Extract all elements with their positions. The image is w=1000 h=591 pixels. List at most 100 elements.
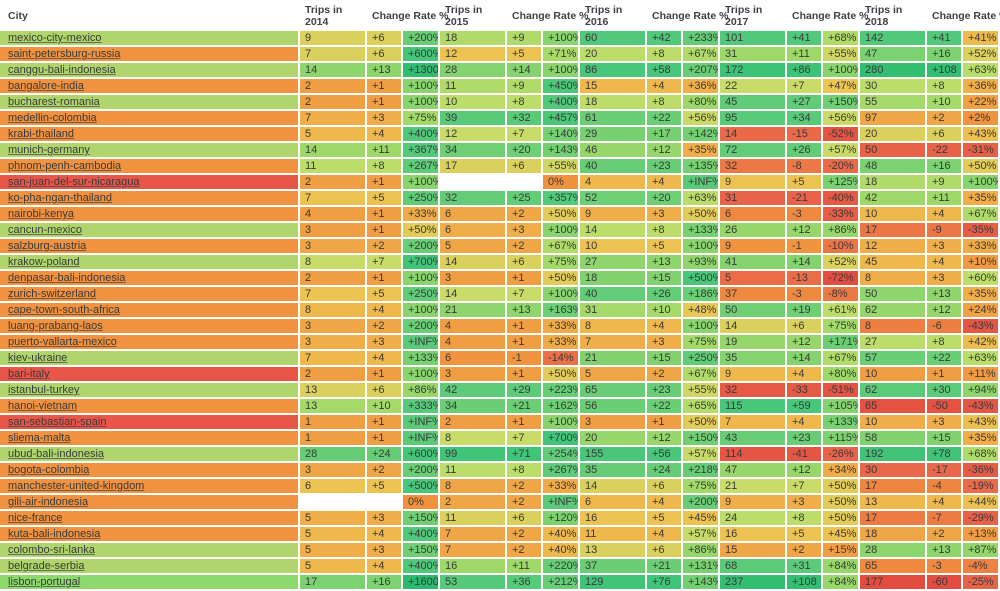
city-link[interactable]: istanbul-turkey [8, 384, 80, 396]
city-link[interactable]: bangalore-india [8, 80, 84, 92]
trips-2015-cell: 8 [440, 431, 507, 447]
trips-2018-cell: 48 [860, 159, 927, 175]
city-link[interactable]: munich-germany [8, 144, 90, 156]
city-link[interactable]: ubud-bali-indonesia [8, 448, 105, 460]
change-rate-2017-cell: +45% [823, 527, 860, 543]
trips-2016-cell: 21 [580, 351, 647, 367]
trips-2017-cell: 5 [720, 271, 787, 287]
city-link[interactable]: bari-italy [8, 368, 50, 380]
change-rate-2015-cell: +223% [543, 383, 580, 399]
trips-2016-cell: 6 [580, 495, 647, 511]
city-link[interactable]: manchester-united-kingdom [8, 480, 145, 492]
change-rate-2015-cell: +162% [543, 399, 580, 415]
trips-change-2017-cell: -41 [787, 447, 823, 463]
change-rate-2016-cell: +75% [683, 479, 720, 495]
table-row: salzburg-austria 3 +2 +200% 5 +2 +67% 10 +5 +100%… [0, 239, 1000, 255]
trips-2018-cell: 20 [860, 127, 927, 143]
trips-2017-cell: 9 [720, 239, 787, 255]
change-rate-2014-cell: +1600% [403, 575, 440, 591]
trips-2014-cell: 3 [300, 335, 367, 351]
trips-change-2017-cell: +8 [787, 511, 823, 527]
trips-2014-cell: 5 [300, 127, 367, 143]
trips-2017-cell: 32 [720, 383, 787, 399]
city-link[interactable]: lisbon-portugal [8, 576, 81, 588]
change-rate-2016-cell: +142% [683, 127, 720, 143]
change-rate-2015-cell: +67% [543, 239, 580, 255]
change-rate-2016-cell: +INF% [683, 175, 720, 191]
trips-2016-cell: 20 [580, 431, 647, 447]
change-rate-2018-cell: +2% [963, 111, 1000, 127]
trips-change-2018-cell: -22 [927, 143, 963, 159]
city-link[interactable]: bucharest-romania [8, 96, 100, 108]
trips-2014-cell: 2 [300, 271, 367, 287]
city-link[interactable]: luang-prabang-laos [8, 320, 103, 332]
table-body: mexico-city-mexico 9 +6 +200% 18 +9 +100% 60 +42… [0, 31, 1000, 591]
table-row: cape-town-south-africa 8 +4 +100% 21 +13 +163%… [0, 303, 1000, 319]
city-link[interactable]: cape-town-south-africa [8, 304, 120, 316]
change-rate-2018-cell: -43% [963, 319, 1000, 335]
trips-change-2015-cell [507, 175, 543, 191]
change-rate-2016-cell: +93% [683, 255, 720, 271]
city-link[interactable]: cancun-mexico [8, 224, 82, 236]
trips-change-2017-cell: +4 [787, 415, 823, 431]
trips-change-2016-cell: +3 [647, 335, 683, 351]
city-link[interactable]: gili-air-indonesia [8, 496, 89, 508]
change-rate-2017-cell: +50% [823, 511, 860, 527]
city-link[interactable]: sliema-malta [8, 432, 71, 444]
city-link[interactable]: san-juan-del-sur-nicaragua [8, 176, 140, 188]
trips-change-2014-cell: +6 [367, 47, 403, 63]
change-rate-2017-cell: +133% [823, 415, 860, 431]
trips-2014-cell: 14 [300, 143, 367, 159]
city-link[interactable]: salzburg-austria [8, 240, 87, 252]
city-link[interactable]: kuta-bali-indonesia [8, 528, 101, 540]
trips-2017-cell: 24 [720, 511, 787, 527]
trips-change-2014-cell: +3 [367, 111, 403, 127]
change-rate-2017-cell: -51% [823, 383, 860, 399]
trips-change-2015-cell: +2 [507, 479, 543, 495]
change-rate-2018-cell: +67% [963, 207, 1000, 223]
trips-change-2018-cell: -7 [927, 511, 963, 527]
table-row: manchester-united-kingdom 6 +5 +500% 8 +2 +33%… [0, 479, 1000, 495]
city-link[interactable]: canggu-bali-indonesia [8, 64, 116, 76]
city-link[interactable]: denpasar-bali-indonesia [8, 272, 126, 284]
city-cell: zurich-switzerland [0, 287, 300, 303]
trips-2016-cell: 31 [580, 303, 647, 319]
change-rate-2014-cell: +333% [403, 399, 440, 415]
change-rate-2014-cell: +133% [403, 351, 440, 367]
trips-change-2014-cell: +16 [367, 575, 403, 591]
city-link[interactable]: ko-pha-ngan-thailand [8, 192, 112, 204]
trips-2017-cell: 19 [720, 335, 787, 351]
city-link[interactable]: krakow-poland [8, 256, 80, 268]
city-link[interactable]: phnom-penh-cambodia [8, 160, 122, 172]
city-link[interactable]: zurich-switzerland [8, 288, 97, 300]
table-row: san-sebastian-spain 1 +1 +INF% 2 +1 +100% 3 +1 +5… [0, 415, 1000, 431]
trips-2016-cell: 20 [580, 47, 647, 63]
trips-2015-cell: 28 [440, 63, 507, 79]
city-link[interactable]: puerto-vallarta-mexico [8, 336, 117, 348]
city-link[interactable]: medellin-colombia [8, 112, 97, 124]
trips-2017-cell: 43 [720, 431, 787, 447]
trips-2016-cell: 37 [580, 559, 647, 575]
trips-2015-cell: 2 [440, 415, 507, 431]
trips-change-2014-cell: +2 [367, 319, 403, 335]
city-link[interactable]: hanoi-vietnam [8, 400, 78, 412]
trips-change-2016-cell: +23 [647, 159, 683, 175]
city-link[interactable]: mexico-city-mexico [8, 32, 102, 44]
city-link[interactable]: belgrade-serbia [8, 560, 85, 572]
city-link[interactable]: bogota-colombia [8, 464, 90, 476]
city-link[interactable]: kiev-ukraine [8, 352, 68, 364]
city-link[interactable]: saint-petersburg-russia [8, 48, 121, 60]
city-link[interactable]: colombo-sri-lanka [8, 544, 95, 556]
city-link[interactable]: nairobi-kenya [8, 208, 75, 220]
trips-2017-cell: 95 [720, 111, 787, 127]
trips-2018-cell: 10 [860, 367, 927, 383]
change-rate-2016-cell: +100% [683, 239, 720, 255]
trips-2016-cell: 4 [580, 175, 647, 191]
city-link[interactable]: san-sebastian-spain [8, 416, 107, 428]
city-link[interactable]: krabi-thailand [8, 128, 75, 140]
trips-change-2016-cell: +2 [647, 367, 683, 383]
trips-change-2017-cell: +12 [787, 463, 823, 479]
trips-2017-cell: 41 [720, 255, 787, 271]
change-rate-2015-cell: +100% [543, 415, 580, 431]
city-link[interactable]: nice-france [8, 512, 63, 524]
